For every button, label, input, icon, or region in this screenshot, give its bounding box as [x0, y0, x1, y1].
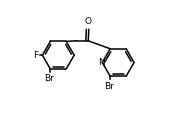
Text: Br: Br	[104, 82, 114, 91]
Text: F: F	[33, 51, 38, 60]
Text: N: N	[98, 58, 105, 67]
Text: O: O	[84, 18, 91, 26]
Text: Br: Br	[44, 74, 54, 83]
